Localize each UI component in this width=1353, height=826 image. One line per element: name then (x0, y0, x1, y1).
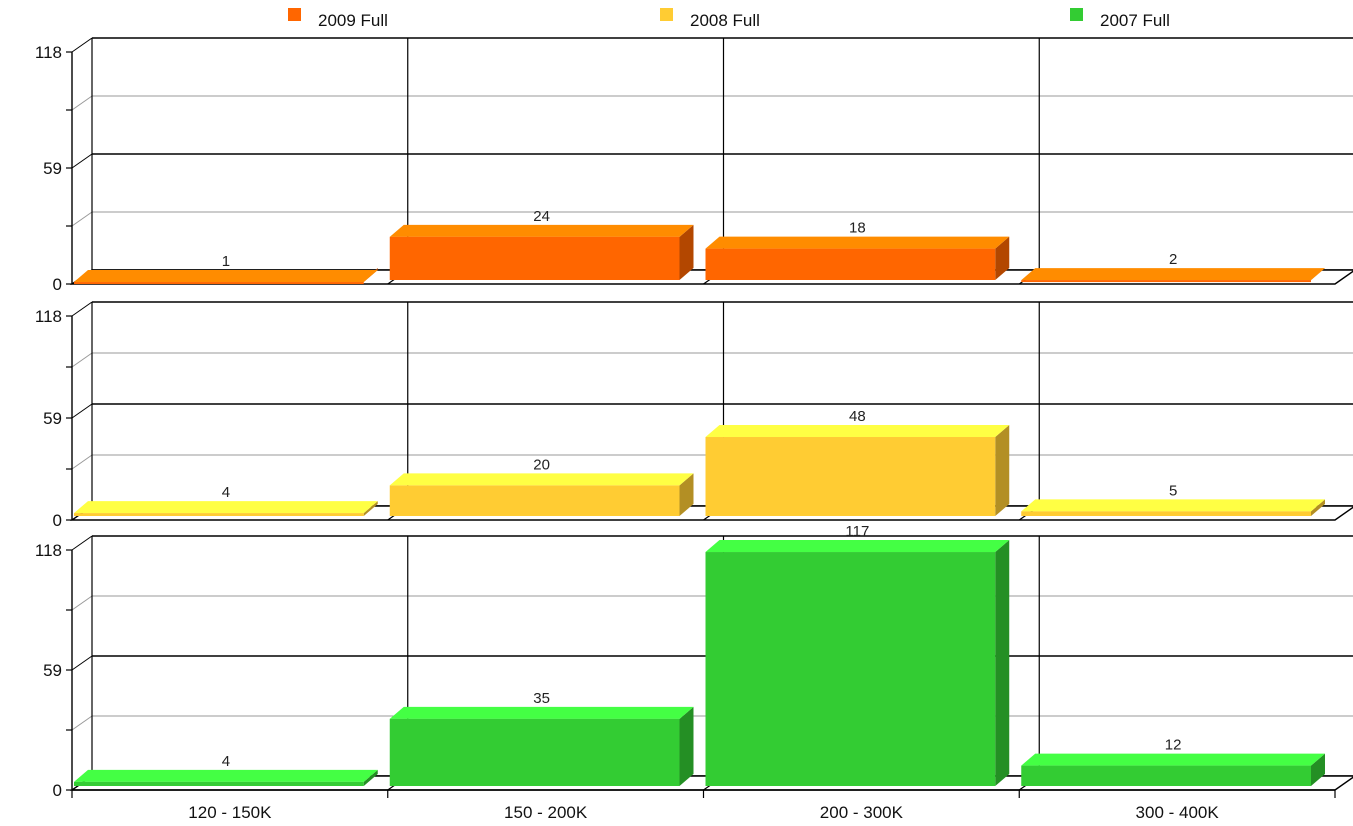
bar-side (679, 473, 694, 516)
bar-side (679, 706, 694, 786)
y-tick-label: 59 (43, 159, 62, 178)
bar-side (1311, 753, 1325, 786)
legend-label-3: 2007 Full (1100, 11, 1170, 30)
bar-front (389, 718, 680, 786)
grid-depth-line (71, 153, 93, 169)
grid-depth-line (71, 655, 93, 671)
bar-front (74, 513, 364, 516)
bar-top (74, 270, 378, 283)
bar-value-label: 12 (1165, 737, 1182, 754)
bar-side (995, 236, 1010, 280)
bar-value-label: 4 (222, 484, 230, 501)
bar-top (74, 769, 378, 782)
grid-depth-line (71, 454, 93, 470)
y-tick-label: 0 (53, 781, 62, 800)
x-tick-label: 200 - 300K (820, 803, 904, 822)
bar-top (389, 224, 694, 237)
x-tick-label: 120 - 150K (188, 803, 272, 822)
bar-value-label: 5 (1169, 482, 1177, 499)
y-tick-label: 0 (53, 511, 62, 530)
bar-value-label: 18 (849, 220, 866, 237)
bar (705, 236, 1010, 280)
y-tick-label: 59 (43, 661, 62, 680)
bar (389, 473, 694, 516)
grid-depth-line (71, 403, 93, 419)
bar-top (74, 501, 378, 514)
legend-swatch-2 (660, 8, 673, 21)
bar (74, 769, 378, 786)
legend-label-1: 2009 Full (318, 11, 388, 30)
bar (705, 540, 1010, 786)
grid-depth-line (71, 595, 93, 611)
y-tick-label: 118 (35, 307, 62, 326)
bar-front (389, 485, 680, 516)
bar-front (1021, 765, 1311, 786)
y-tick-label: 0 (53, 275, 62, 294)
bar-top (1021, 753, 1325, 766)
bar-front (74, 781, 364, 786)
grid-depth-line (71, 352, 93, 368)
grid-depth-line (71, 301, 93, 317)
y-tick-label: 59 (43, 409, 62, 428)
bar-side (363, 501, 378, 516)
bar-front (1021, 280, 1311, 283)
bar-top (1021, 268, 1325, 281)
bar-value-label: 4 (222, 753, 230, 770)
bar-top (389, 706, 694, 719)
bar-value-label: 48 (849, 408, 866, 425)
y-tick-label: 118 (35, 43, 62, 62)
x-tick-label: 150 - 200K (504, 803, 588, 822)
bar-front (705, 437, 996, 516)
y-tick-label: 118 (35, 541, 62, 560)
bar-side (679, 224, 694, 280)
bar-top (389, 473, 694, 486)
bar (389, 706, 694, 786)
bar-top (705, 540, 1010, 553)
bar-top (705, 236, 1010, 249)
grid-depth-line (71, 95, 93, 111)
bar-side (995, 425, 1010, 516)
panel-1: 0 59 118 1 24 18 2 (35, 37, 1353, 294)
bar (1021, 499, 1325, 516)
legend-swatch-3 (1070, 8, 1083, 21)
bar-top (1021, 499, 1325, 512)
grid-depth-line (71, 715, 93, 731)
legend-swatch-1 (288, 8, 301, 21)
grid-depth-line (71, 211, 93, 227)
bar (1021, 268, 1325, 283)
grid-depth-line (71, 37, 93, 53)
bar-value-label: 2 (1169, 251, 1177, 268)
bar (74, 268, 378, 285)
bar-front (389, 236, 680, 280)
bar-side (363, 769, 378, 786)
bar (1021, 753, 1325, 786)
bar-value-label: 24 (533, 208, 550, 225)
legend: 2009 Full 2008 Full 2007 Full (288, 8, 1170, 30)
bar (705, 425, 1010, 516)
panel-3: 0 59 118 4 35 117 12 (35, 523, 1353, 800)
bar-value-label: 117 (845, 523, 869, 540)
bar-front (74, 282, 364, 285)
bar-side (1311, 499, 1325, 516)
bar-value-label: 35 (533, 690, 550, 707)
bar-top (705, 425, 1010, 438)
panel-2: 0 59 118 4 20 48 5 (35, 301, 1353, 530)
grid-depth-line (71, 535, 93, 551)
bar (74, 501, 378, 516)
bar-front (705, 248, 996, 280)
bar-front (705, 552, 996, 786)
bar-side (995, 540, 1010, 786)
bar-value-label: 1 (222, 253, 230, 270)
bar-value-label: 20 (533, 456, 550, 473)
legend-label-2: 2008 Full (690, 11, 760, 30)
bar-front (1021, 511, 1311, 516)
bar (389, 224, 694, 280)
x-axis: 120 - 150K 150 - 200K 200 - 300K 300 - 400K (71, 789, 1336, 822)
x-tick-label: 300 - 400K (1136, 803, 1220, 822)
